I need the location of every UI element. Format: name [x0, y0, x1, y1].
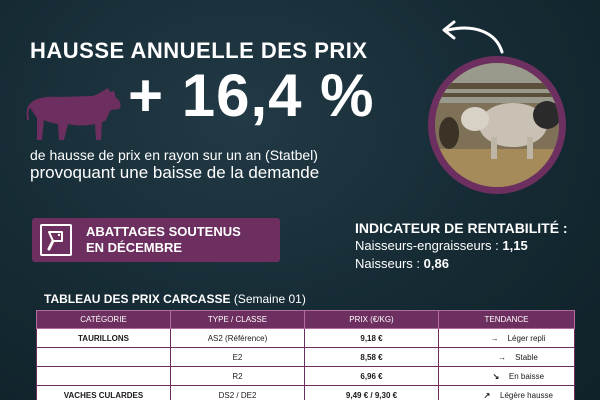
- indicator-value: 0,86: [423, 256, 449, 271]
- banner-line-1: ABATTAGES SOUTENUS: [86, 224, 241, 239]
- trend-cell: → Stable: [438, 347, 575, 367]
- trend-cell: → Léger repli: [438, 328, 575, 348]
- trend-label: Léger repli: [507, 333, 546, 343]
- trend-label: En baisse: [508, 371, 545, 381]
- price-cell: 9,49 € / 9,30 €: [304, 385, 439, 400]
- category-cell: VACHES CULARDES: [36, 385, 171, 400]
- trend-cell: ↗ Légère hausse: [438, 385, 575, 400]
- slaughter-banner: ABATTAGES SOUTENUS EN DÉCEMBRE: [32, 218, 280, 262]
- trend-arrow-icon: →: [490, 333, 499, 343]
- cleaver-icon: [40, 224, 72, 256]
- type-cell: R2: [170, 366, 305, 386]
- category-cell: TAURILLONS: [36, 328, 171, 348]
- trend-arrow-icon: →: [498, 352, 507, 362]
- indicator-value: 1,15: [502, 238, 528, 253]
- column-header: PRIX (€/KG): [304, 310, 439, 329]
- trend-arrow-icon: ↘: [492, 371, 500, 381]
- cattle-photo: [428, 56, 566, 194]
- type-cell: E2: [170, 347, 305, 367]
- indicator-label: Naisseurs :: [355, 256, 424, 271]
- trend-label: Légère hausse: [500, 390, 553, 400]
- subtitle-line-2: provoquant une baisse de la demande: [30, 163, 320, 182]
- page-title: HAUSSE ANNUELLE DES PRIX: [30, 38, 368, 63]
- type-cell: DS2 / DE2: [170, 385, 305, 400]
- table-title-text: TABLEAU DES PRIX CARCASSE: [44, 292, 231, 306]
- price-table: CATÉGORIE TYPE / CLASSE PRIX (€/KG) TEND…: [36, 310, 575, 400]
- type-cell: AS2 (Référence): [170, 328, 305, 348]
- indicator-row: Naisseurs-engraisseurs : 1,15: [355, 238, 528, 253]
- table-row: VACHES CULARDES DS2 / DE2 9,49 € / 9,30 …: [36, 385, 575, 400]
- indicator-label: Naisseurs-engraisseurs :: [355, 238, 503, 253]
- category-cell: [36, 366, 171, 386]
- cow-icon: [26, 88, 121, 140]
- price-increase-figure: + 16,4 %: [128, 62, 375, 129]
- table-header-row: CATÉGORIE TYPE / CLASSE PRIX (€/KG) TEND…: [36, 310, 575, 329]
- price-cell: 9,18 €: [304, 328, 439, 348]
- price-cell: 8,58 €: [304, 347, 439, 367]
- subtitle-line-1: de hausse de prix en rayon sur un an (St…: [30, 147, 318, 163]
- table-row: TAURILLONS AS2 (Référence) 9,18 € → Léger…: [36, 328, 575, 348]
- column-header: TENDANCE: [438, 310, 575, 329]
- column-header: TYPE / CLASSE: [170, 310, 305, 329]
- trend-cell: ↘ En baisse: [438, 366, 575, 386]
- category-cell: [36, 347, 171, 367]
- banner-line-2: EN DÉCEMBRE: [86, 240, 183, 255]
- trend-arrow-icon: ↗: [483, 390, 491, 400]
- indicator-row: Naisseurs : 0,86: [355, 256, 449, 271]
- price-cell: 6,96 €: [304, 366, 439, 386]
- table-row: R2 6,96 € ↘ En baisse: [36, 366, 575, 386]
- table-row: E2 8,58 € → Stable: [36, 347, 575, 367]
- profitability-indicator-title: INDICATEUR DE RENTABILITÉ :: [355, 220, 568, 236]
- column-header: CATÉGORIE: [36, 310, 171, 329]
- curved-arrow-icon: [442, 20, 504, 54]
- table-week: (Semaine 01): [233, 292, 306, 306]
- table-title: TABLEAU DES PRIX CARCASSE (Semaine 01): [44, 292, 306, 306]
- trend-label: Stable: [515, 352, 538, 362]
